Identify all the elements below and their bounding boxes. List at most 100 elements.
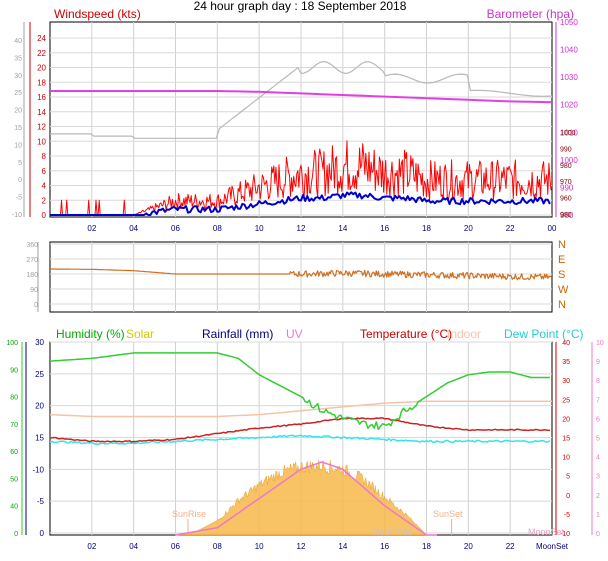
uv-tick-label: 4: [596, 455, 600, 462]
temperature-label: Temperature (°C): [360, 327, 452, 341]
temperature-tick-label: 30: [562, 378, 570, 385]
far-left-tick-label: 35: [14, 55, 22, 62]
barometer-tick-label: 1050: [560, 18, 578, 27]
uv-tick-label: 10: [596, 340, 604, 347]
barometer-inner-tick-label: 960: [560, 196, 572, 203]
far-left-tick-label: 30: [14, 73, 22, 80]
x-tick-label: 10: [255, 542, 264, 551]
humidity-tick-label: 60: [10, 449, 18, 456]
uv-tick-label: 9: [596, 359, 600, 366]
barometer-inner-tick-label: 990: [560, 146, 572, 153]
rainfall-tick-label: 30: [35, 338, 44, 347]
x-tick-label: 18: [422, 224, 431, 233]
x-tick-label: 06: [171, 542, 180, 551]
far-left-tick-label: 20: [14, 108, 22, 115]
far-left-tick-label: 15: [14, 125, 22, 132]
gust-line: [50, 191, 551, 216]
windspeed-tick-label: 6: [42, 167, 47, 176]
compass-tick-label: N: [558, 299, 566, 311]
x-tick-label: 00: [548, 224, 557, 233]
barometer-tick-label: 1000: [560, 156, 578, 165]
uv-tick-label: 0: [596, 531, 600, 538]
uv-tick-label: 1: [596, 512, 600, 519]
solar-label: Solar: [126, 327, 154, 341]
humidity-tick-label: 0: [14, 531, 18, 538]
uv-tick-label: 6: [596, 416, 600, 423]
x-tick-label: 02: [87, 224, 96, 233]
temperature-tick-label: -10: [560, 531, 570, 538]
x-tick-label: 08: [213, 542, 222, 551]
x-tick-label: 14: [338, 224, 347, 233]
far-left-tick-label: 0: [18, 177, 22, 184]
windspeed-label: Windspeed (kts): [54, 7, 141, 21]
x-tick-label: 22: [506, 224, 515, 233]
x-tick-label: 10: [255, 224, 264, 233]
x-tick-label: 16: [380, 542, 389, 551]
barometer-inner-tick-label: 980: [560, 212, 572, 219]
rainfall-label: Rainfall (mm): [202, 327, 273, 341]
dewpoint-line: [49, 434, 551, 445]
temperature-tick-label: 40: [562, 340, 570, 347]
uv-label: UV: [286, 327, 303, 341]
indoor-line: [49, 400, 552, 418]
chart-title: 24 hour graph day : 18 September 2018: [194, 0, 407, 13]
barometer-tick-label: 990: [560, 183, 574, 192]
humidity-tick-label: 80: [10, 395, 18, 402]
x-tick-label: 12: [297, 542, 306, 551]
rainfall-tick-label: 25: [35, 370, 44, 379]
temperature-tick-label: 15: [562, 436, 570, 443]
rainfall-tick-label: 0: [40, 529, 45, 538]
uv-tick-label: 2: [596, 493, 600, 500]
uv-tick-label: 8: [596, 378, 600, 385]
compass-tick-label: S: [558, 269, 565, 281]
compass-tick-label: W: [558, 284, 569, 296]
windspeed-tick-label: 8: [42, 152, 47, 161]
marks-layer: [49, 60, 553, 536]
barometer-tick-label: 980: [560, 211, 574, 220]
direction-tick-label: 360: [26, 242, 38, 249]
x-tick-label: 18: [422, 542, 431, 551]
x-tick-label: 04: [129, 542, 138, 551]
windspeed-tick-label: 24: [37, 34, 46, 43]
x-tick-label: 20: [464, 224, 473, 233]
temperature-tick-label: -5: [564, 512, 570, 519]
barometer-line: [50, 90, 553, 104]
windspeed-tick-label: 22: [37, 49, 46, 58]
barometer-inner-tick-label: 980: [560, 163, 572, 170]
x-tick-label: 12: [297, 224, 306, 233]
sunset-annotation: SunSet: [433, 509, 463, 519]
far-left-tick-label: 10: [14, 142, 22, 149]
windspeed-tick-label: 4: [42, 182, 47, 191]
humidity-tick-label: 70: [10, 422, 18, 429]
temperature-tick-label: 25: [562, 397, 570, 404]
windspeed-tick-label: 18: [37, 78, 46, 87]
barometer-tick-label: 1010: [560, 128, 578, 137]
direction-tick-label: 90: [30, 287, 38, 294]
far-left-tick-label: 25: [14, 90, 22, 97]
temperature-tick-label: 10: [562, 455, 570, 462]
windspeed-tick-label: 0: [42, 211, 47, 220]
x-tick-label: 04: [129, 224, 138, 233]
direction-tick-label: 180: [26, 272, 38, 279]
windspeed-tick-label: 12: [37, 123, 46, 132]
uv-line: [175, 461, 437, 536]
compass-tick-label: E: [558, 254, 565, 266]
uv-tick-label: 7: [596, 397, 600, 404]
humidity-line: [49, 352, 550, 431]
sunrise-annotation: SunRise: [172, 509, 206, 519]
barometer-tick-label: 1020: [560, 101, 578, 110]
uv-tick-label: 3: [596, 474, 600, 481]
windspeed-tick-label: 10: [37, 137, 46, 146]
barometer-inner-tick-label: 1000: [560, 130, 576, 137]
x-tick-label: 06: [171, 224, 180, 233]
temperature-tick-label: 0: [566, 493, 570, 500]
x-tick-label: 14: [338, 542, 347, 551]
windspeed-tick-label: 20: [37, 64, 46, 73]
far-left-tick-label: 5: [18, 160, 22, 167]
rainfall-tick-label: -5: [37, 497, 45, 506]
humidity-tick-label: 50: [10, 476, 18, 483]
rainfall-tick-label: 20: [35, 402, 44, 411]
x-tick-label: 22: [506, 542, 515, 551]
rainfall-tick-label: -10: [32, 465, 44, 474]
